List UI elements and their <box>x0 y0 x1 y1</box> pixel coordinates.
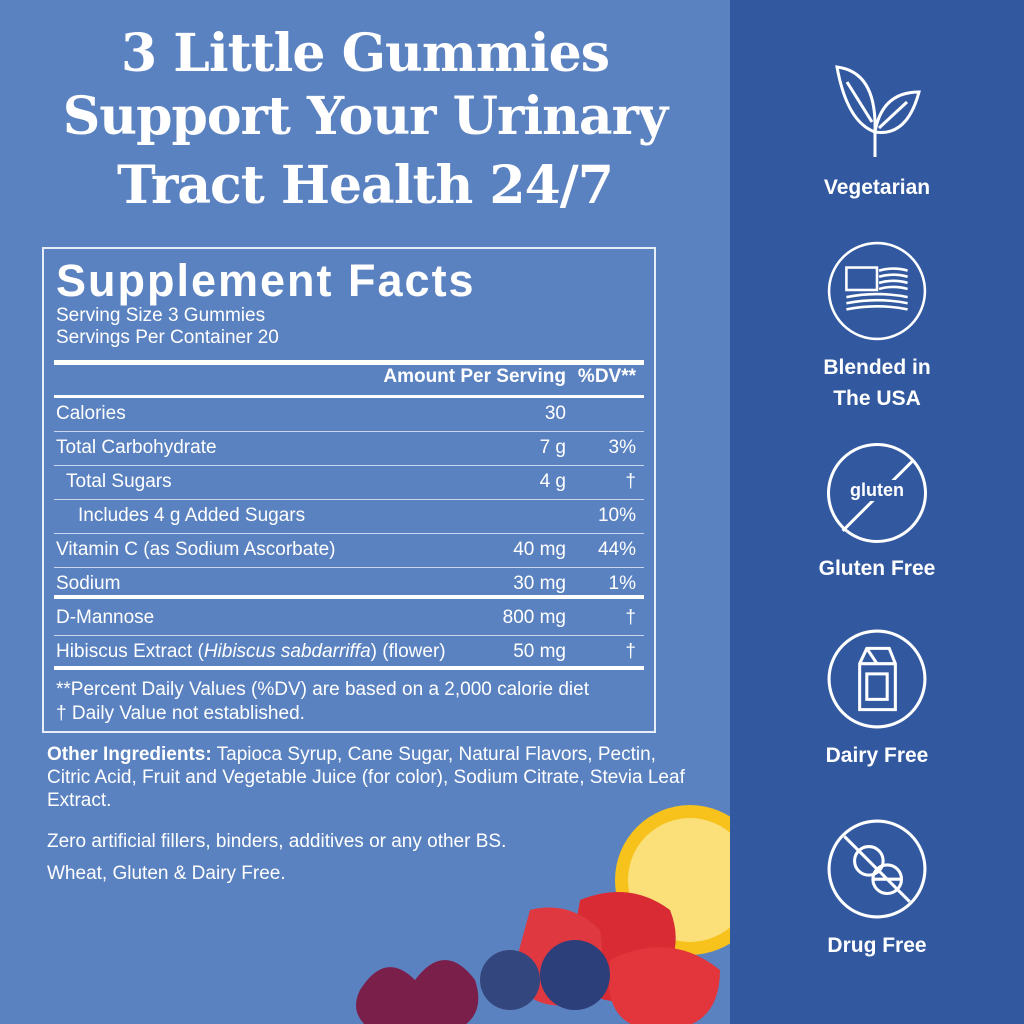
nutrient-dv: 1% <box>608 573 636 594</box>
column-header: Amount Per Serving %DV** <box>56 360 636 394</box>
no-gluten-icon: gluten <box>827 443 927 543</box>
label-line-1: Blended in <box>823 356 931 379</box>
row-divider <box>54 465 644 466</box>
label-line-2: The USA <box>833 387 921 410</box>
other-ingredients-text: Tapioca Syrup, Cane Sugar, Natural Flavo… <box>47 744 685 811</box>
nutrient-amount: 4 g <box>539 471 566 492</box>
divider <box>54 360 644 365</box>
nutrient-name: Total Sugars <box>66 471 172 492</box>
nutrient-dv: 3% <box>608 437 636 458</box>
milk-carton-icon <box>827 629 927 729</box>
nutrient-name: Total Carbohydrate <box>56 437 217 458</box>
nutrient-name: Vitamin C (as Sodium Ascorbate) <box>56 539 336 560</box>
gluten-icon-text: gluten <box>845 480 909 501</box>
badge-label: Gluten Free <box>818 557 936 580</box>
usa-flag-icon <box>827 241 927 341</box>
headline-line-2: Support Your Urinary <box>62 86 668 147</box>
facts-row: Includes 4 g Added Sugars 10% <box>56 499 636 533</box>
nutrient-name: Includes 4 g Added Sugars <box>78 505 306 526</box>
nutrient-name: Calories <box>56 403 126 424</box>
col-amount: Amount Per Serving <box>383 366 566 387</box>
badge-label: Vegetarian <box>823 176 931 199</box>
fruit-and-gummies-image <box>356 805 730 1024</box>
nutrient-name: Hibiscus Extract (Hibiscus sabdarriffa) … <box>56 641 446 662</box>
badge-blended-usa: Blended in The USA <box>730 240 1024 414</box>
left-panel: 3 Little Gummies Support Your Urinary Tr… <box>42 23 730 1024</box>
nutrient-amount: 7 g <box>539 437 566 458</box>
footnote-dagger: † Daily Value not established. <box>56 703 305 724</box>
leaf-icon <box>835 65 921 157</box>
badge-label: Drug Free <box>827 934 927 957</box>
badge-gluten-free: gluten Gluten Free <box>730 443 1024 584</box>
badge-label: Blended in The USA <box>730 352 1024 414</box>
row-divider <box>54 567 644 568</box>
gummies <box>356 960 479 1024</box>
facts-title: Supplement Facts <box>56 255 476 306</box>
nutrient-amount: 50 mg <box>513 641 566 662</box>
nutrient-dv: † <box>625 607 636 628</box>
row-divider <box>54 431 644 432</box>
divider <box>54 395 644 398</box>
divider <box>54 595 644 599</box>
row-divider <box>54 533 644 534</box>
claim-allergen-free: Wheat, Gluten & Dairy Free. <box>47 863 286 884</box>
no-pills-icon <box>827 819 927 919</box>
nutrient-amount: 30 mg <box>513 573 566 594</box>
facts-row: Hibiscus Extract (Hibiscus sabdarriffa) … <box>56 635 636 669</box>
blueberry <box>540 940 610 1010</box>
facts-row: Vitamin C (as Sodium Ascorbate) 40 mg 44% <box>56 533 636 567</box>
supplement-facts-panel: Supplement Facts Serving Size 3 Gummies … <box>42 247 656 733</box>
nutrient-dv: † <box>625 641 636 662</box>
serving-size: Serving Size 3 Gummies <box>56 305 266 326</box>
nutrient-dv: † <box>625 471 636 492</box>
nutrient-dv: 44% <box>597 539 636 560</box>
facts-row: Sodium 30 mg 1% <box>56 567 636 601</box>
nutrient-dv: 10% <box>597 505 636 526</box>
badge-label: Dairy Free <box>825 744 929 767</box>
nutrient-name: Sodium <box>56 573 121 594</box>
nutrient-amount: 800 mg <box>502 607 566 628</box>
row-divider <box>54 499 644 500</box>
facts-row: Total Carbohydrate 7 g 3% <box>56 431 636 465</box>
servings-per-container: Servings Per Container 20 <box>56 327 279 348</box>
row-divider <box>54 635 644 636</box>
facts-row: D-Mannose 800 mg † <box>56 601 636 635</box>
nutrient-amount: 40 mg <box>513 539 566 560</box>
divider <box>54 666 644 670</box>
headline-line-3: Tract Health 24/7 <box>117 155 614 216</box>
badge-dairy-free: Dairy Free <box>730 628 1024 771</box>
badges-panel: Vegetarian Blended in The USA gluten Glut… <box>730 0 1024 1024</box>
col-dv: %DV** <box>577 366 636 387</box>
headline-line-1: 3 Little Gummies <box>121 23 610 84</box>
facts-row: Total Sugars 4 g † <box>56 465 636 499</box>
other-ingredients: Other Ingredients: Tapioca Syrup, Cane S… <box>47 743 687 812</box>
claim-no-fillers: Zero artificial fillers, binders, additi… <box>47 831 507 852</box>
facts-row: Calories 30 <box>56 397 636 431</box>
nutrient-name: D-Mannose <box>56 607 155 628</box>
badge-vegetarian: Vegetarian <box>730 62 1024 203</box>
nutrient-amount: 30 <box>544 403 566 424</box>
badge-drug-free: Drug Free <box>730 818 1024 961</box>
footnote-dv: **Percent Daily Values (%DV) are based o… <box>56 679 589 700</box>
other-ingredients-label: Other Ingredients: <box>47 744 212 765</box>
